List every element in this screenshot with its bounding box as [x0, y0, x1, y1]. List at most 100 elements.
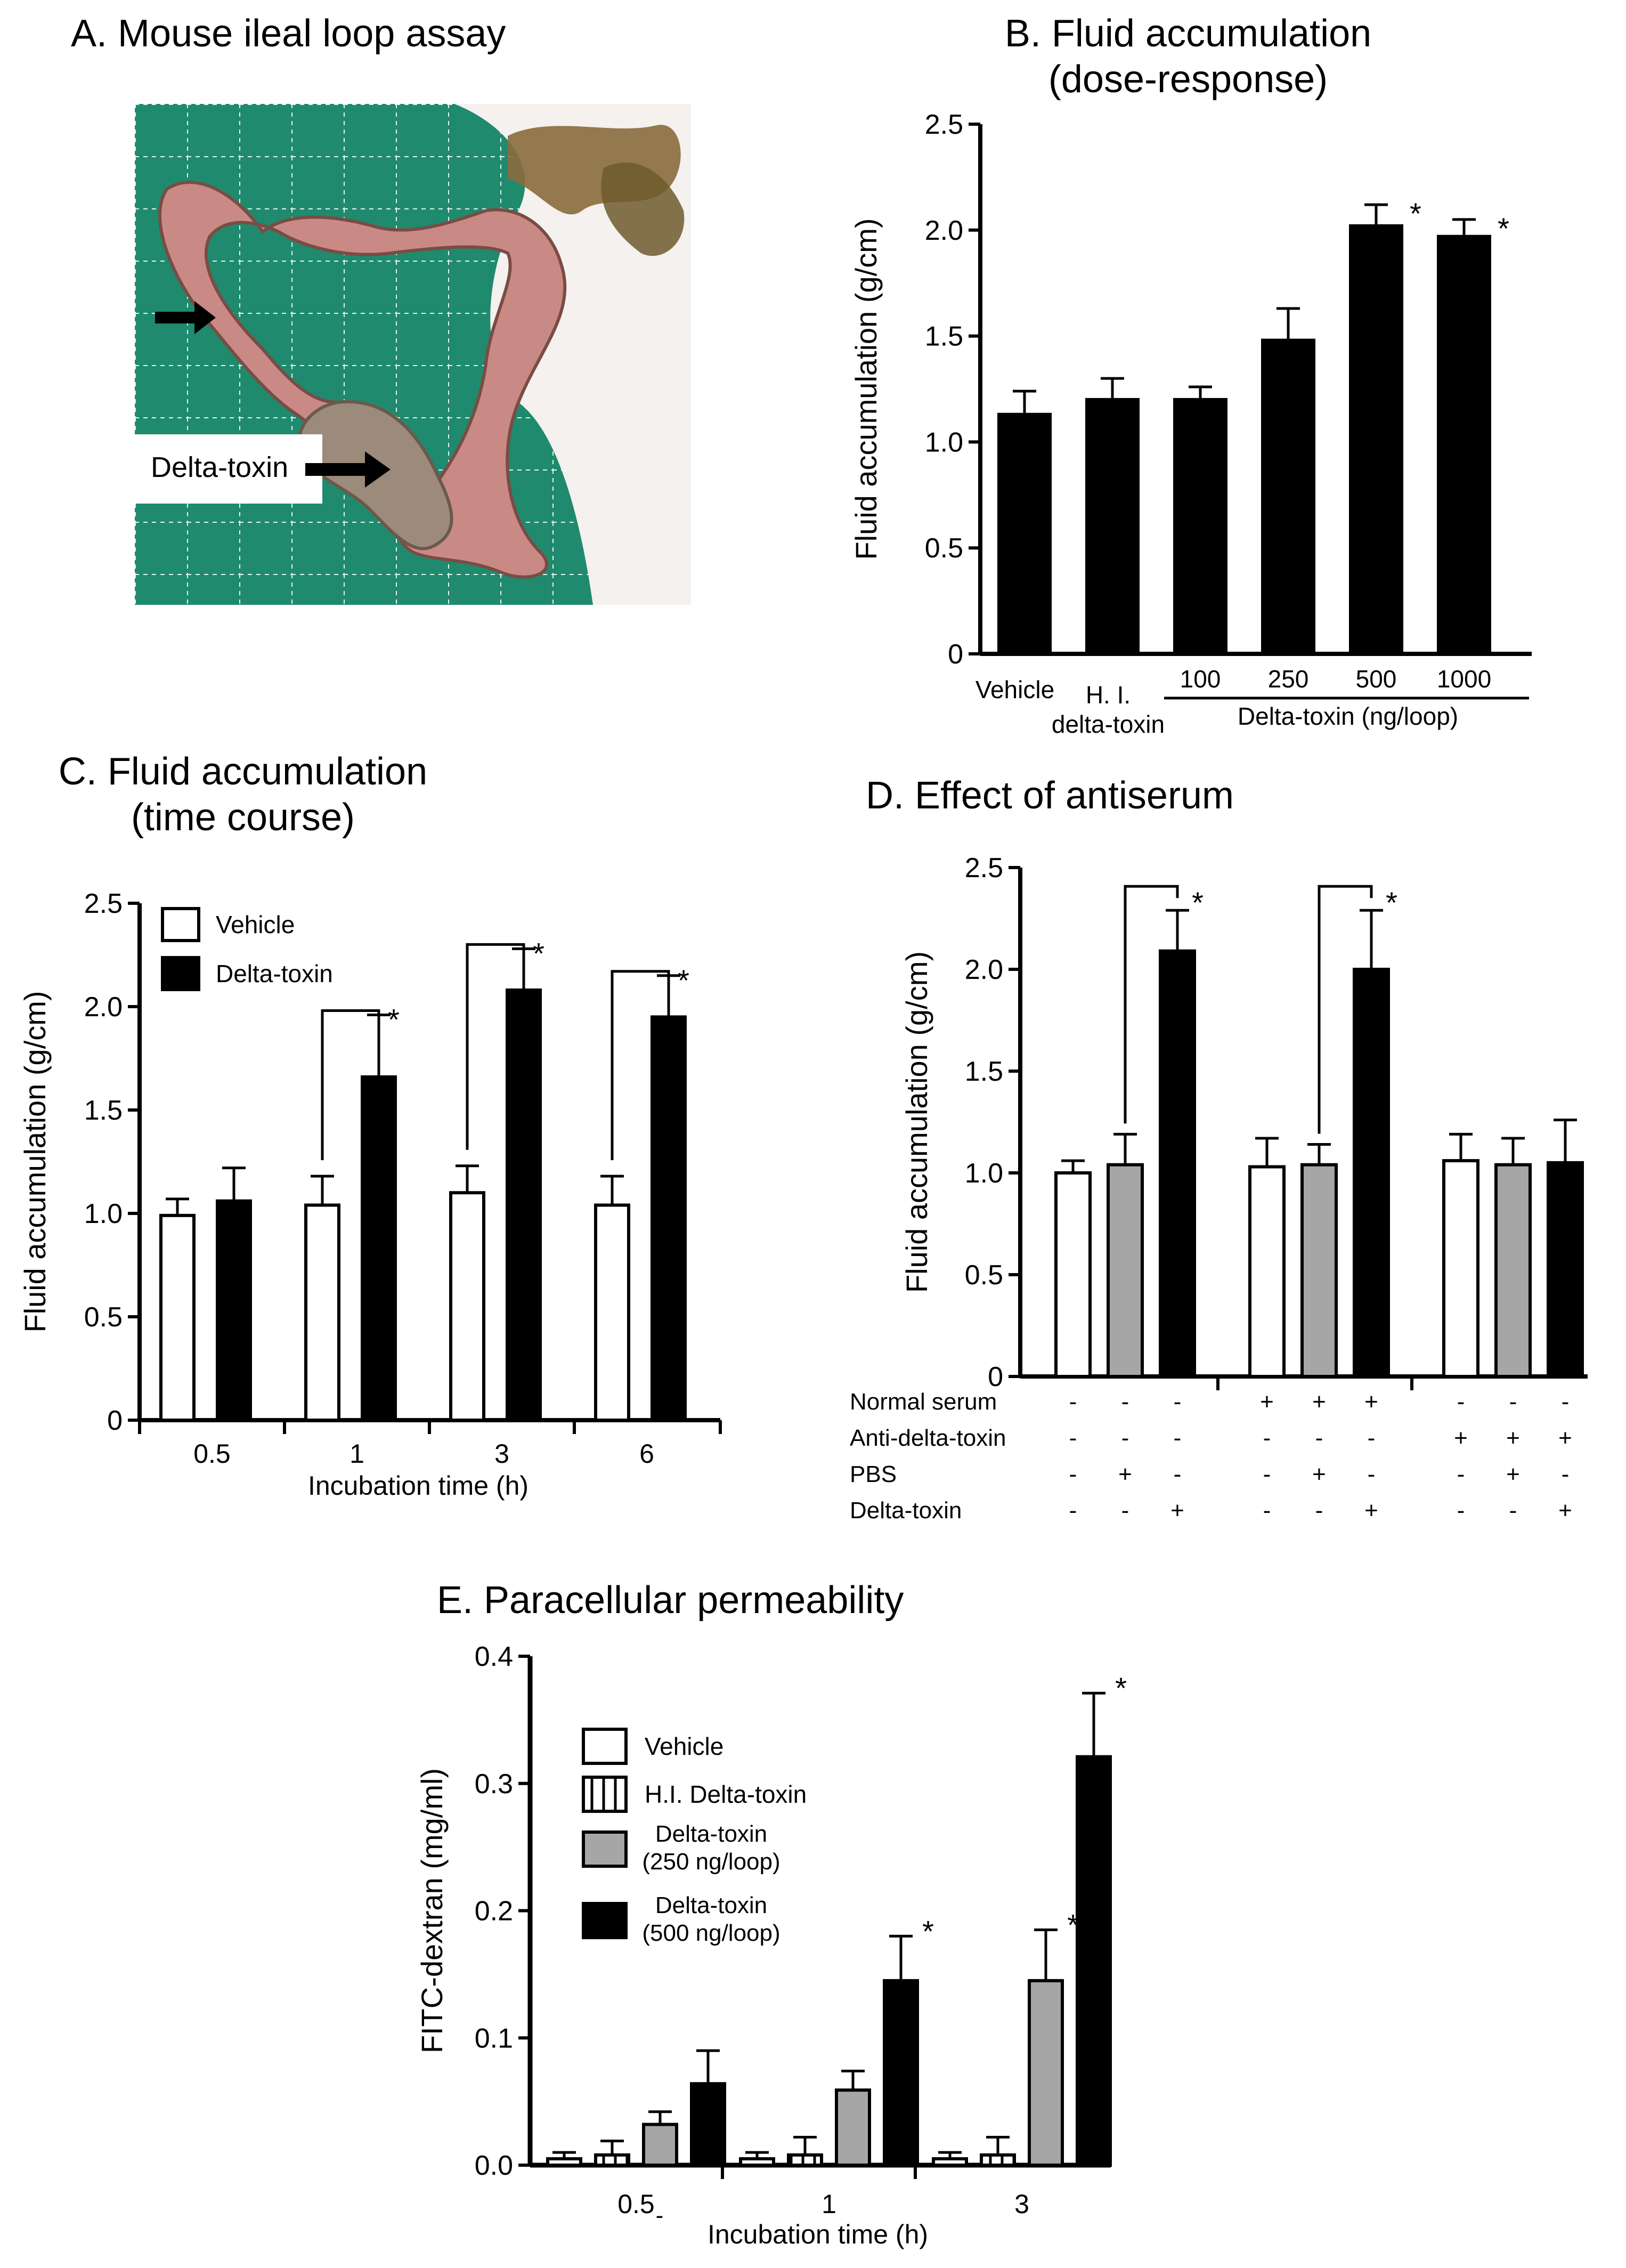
chart-b-y-tick-label: 0: [948, 639, 963, 670]
chart-e-y-tick-label: 0.3: [475, 1769, 513, 1800]
chart-d-condition-sign: -: [1457, 1389, 1465, 1415]
chart-d-condition-sign: +: [1364, 1389, 1378, 1415]
panel-c-title-line1: C. Fluid accumulation: [58, 750, 428, 793]
chart-e-bar: [546, 2157, 582, 2167]
chart-b-y-tick-label: 1.5: [925, 321, 963, 352]
panel-b-title-line1: B. Fluid accumulation: [1004, 12, 1372, 55]
panel-d-title: D. Effect of antiserum: [866, 774, 1234, 817]
chart-e-bar: [980, 2153, 1016, 2167]
chart-b-x-label-dose: 250: [1268, 665, 1309, 693]
chart-d-condition-sign: +: [1454, 1425, 1468, 1451]
chart-d-condition-sign: -: [1069, 1461, 1077, 1487]
ileal-loop-photo: Delta-toxin: [135, 104, 691, 605]
chart-c-bar: [159, 1213, 196, 1422]
chart-d-condition-sign: +: [1118, 1461, 1132, 1487]
chart-d-y-tick-label: 2.0: [965, 954, 1003, 985]
chart-c-bar: [216, 1199, 252, 1422]
chart-c-significance-bracket: [466, 943, 525, 1150]
chart-d-condition-sign: -: [1457, 1461, 1465, 1487]
chart-c-bar: [594, 1203, 630, 1422]
chart-d-bar: [1494, 1163, 1532, 1378]
panel-e-title: E. Paracellular permeability: [437, 1579, 904, 1622]
chart-e-legend-label: H.I. Delta-toxin: [645, 1780, 807, 1808]
chart-e-legend-label-line2: (500 ng/loop): [642, 1920, 780, 1946]
chart-d-condition-sign: -: [1368, 1461, 1376, 1487]
chart-d-y-tick-label: 1.5: [965, 1056, 1003, 1087]
chart-d-significance-bracket: [1318, 885, 1373, 1134]
chart-e-significance-star: *: [922, 1914, 934, 1948]
chart-e-legend-label: Vehicle: [645, 1732, 723, 1760]
chart-b: 0 0.5 1.0 1.5 2.0 2.5 Fluid accumulation (g/cm…: [849, 109, 1532, 738]
chart-d-condition-sign: -: [1263, 1425, 1271, 1451]
chart-e-bar: [835, 2088, 871, 2167]
chart-d-y-tick-label: 0: [988, 1362, 1003, 1392]
chart-e-legend-label-line1: Delta-toxin: [655, 1892, 767, 1918]
chart-d-condition-sign: +: [1260, 1389, 1274, 1415]
chart-e-legend-label-line2: (250 ng/loop): [642, 1849, 780, 1875]
chart-d-bar: [1547, 1161, 1584, 1378]
chart-c: 0 0.5 1.0 1.5 2.0 2.5 Fluid accumulation (g/cm…: [18, 888, 722, 1501]
chart-c-bar: [506, 988, 542, 1422]
panel-b-title: B. Fluid accumulation (dose-response): [948, 11, 1428, 103]
chart-e-y-tick-label: 0.4: [475, 1641, 513, 1672]
chart-e: 0.0 0.1 0.2 0.3 0.4 FITC-dextran (mg/ml) 0.5 * 1…: [415, 1641, 1127, 2249]
chart-e-y-tick-label: 0.0: [475, 2150, 513, 2181]
chart-d-condition-sign: -: [1121, 1497, 1129, 1524]
chart-c-significance-star: *: [533, 936, 544, 970]
chart-c-x-tick-label: 3: [494, 1439, 509, 1469]
panel-c-title-line2: (time course): [131, 796, 355, 839]
chart-c-y-tick-label: 0: [107, 1405, 123, 1436]
chart-d-condition-sign: +: [1312, 1389, 1326, 1415]
chart-e-legend-swatch: [582, 1830, 628, 1868]
chart-c-bar: [304, 1203, 340, 1422]
chart-b-bar: [1085, 398, 1140, 655]
chart-d-condition-sign: -: [1457, 1497, 1465, 1524]
chart-e-bar: [690, 2082, 726, 2167]
chart-d-condition-sign: +: [1506, 1425, 1520, 1451]
chart-d-bar: [1054, 1171, 1092, 1378]
chart-d-y-tick-label: 2.5: [965, 853, 1003, 884]
chart-d-condition-sign: +: [1558, 1497, 1572, 1524]
chart-b-bar: [1349, 224, 1403, 655]
chart-d-condition-sign: -: [1562, 1389, 1570, 1415]
chart-b-y-axis-label: Fluid accumulation (g/cm): [849, 218, 883, 560]
chart-b-y-tick-label: 2.5: [925, 109, 963, 140]
chart-d-condition-sign: -: [1263, 1461, 1271, 1487]
chart-d-bar: [1159, 949, 1196, 1378]
chart-c-significance-bracket: [321, 1009, 380, 1161]
chart-c-legend-swatch: [161, 907, 200, 942]
chart-d-y-tick-label: 0.5: [965, 1260, 1003, 1291]
chart-b-significance-star: *: [1410, 197, 1421, 230]
chart-c-x-tick-label: 1: [349, 1439, 364, 1469]
chart-d-condition-sign: -: [1069, 1425, 1077, 1451]
chart-e-bar: [787, 2153, 823, 2167]
chart-e-bar: [594, 2153, 630, 2167]
chart-c-bar: [361, 1075, 397, 1422]
delta-toxin-photo-label: Delta-toxin: [151, 451, 288, 483]
arrow-lower-icon: [305, 451, 391, 488]
chart-d-bar: [1442, 1159, 1479, 1379]
chart-e-legend-swatch: [582, 1728, 628, 1765]
chart-d-y-axis-label: Fluid accumulation (g/cm): [900, 951, 933, 1293]
chart-d-condition-sign: -: [1509, 1497, 1517, 1524]
chart-b-y-tick-label: 0.5: [925, 533, 963, 564]
chart-b-bar: [1437, 234, 1491, 655]
chart-c-x-axis-label: Incubation time (h): [308, 1471, 529, 1501]
chart-c-y-tick-label: 0.5: [84, 1302, 123, 1333]
chart-c-bar: [449, 1191, 485, 1422]
chart-c-x-tick-label: 6: [639, 1439, 654, 1469]
chart-d: 0 0.5 1.0 1.5 2.0 2.5 Fluid accumulation (g/cm…: [850, 853, 1588, 1524]
chart-c-legend-label: Vehicle: [216, 911, 295, 938]
chart-d-condition-label: Delta-toxin: [850, 1497, 962, 1524]
chart-d-bar: [1353, 968, 1390, 1378]
chart-e-bar: [642, 2123, 678, 2167]
chart-d-significance-star: *: [1386, 886, 1397, 919]
chart-d-condition-sign: +: [1506, 1461, 1520, 1487]
chart-e-legend-swatch: [582, 1902, 628, 1939]
chart-c-significance-bracket: [611, 970, 670, 1161]
label-box: [135, 434, 322, 504]
chart-b-x-label-dose: 1000: [1437, 665, 1491, 693]
chart-d-condition-sign: -: [1315, 1497, 1323, 1524]
chart-d-bar: [1107, 1163, 1144, 1378]
